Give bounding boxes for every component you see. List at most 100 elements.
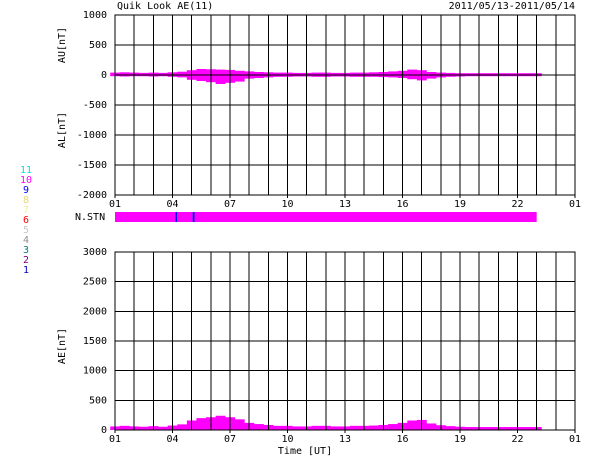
data-bar (158, 426, 169, 430)
station-legend-label: 5 (23, 225, 29, 236)
y-axis-label: AE[nT] (57, 328, 68, 364)
x-tick-label: 19 (454, 434, 466, 445)
data-bar (215, 415, 226, 430)
y-tick-label: 2500 (83, 277, 107, 288)
data-bar (292, 75, 303, 77)
strip-label: N.STN (75, 212, 105, 223)
data-bar (522, 427, 533, 430)
y-tick-label: 500 (89, 40, 107, 51)
data-bar (253, 424, 264, 430)
station-count-segment (175, 212, 178, 222)
data-bar (483, 75, 494, 77)
data-bar (407, 69, 418, 75)
x-tick-label: 01 (109, 199, 121, 210)
data-bar (196, 69, 207, 75)
data-bar (177, 424, 188, 430)
station-legend-label: 10 (20, 175, 32, 186)
station-legend-label: 2 (23, 255, 29, 266)
y-tick-label: -2000 (77, 190, 107, 201)
data-bar (273, 425, 284, 430)
data-bar (388, 71, 399, 75)
station-legend-label: 11 (20, 165, 32, 176)
data-bar (330, 75, 341, 77)
y-tick-label: 0 (101, 425, 107, 436)
y-tick-label: 500 (89, 395, 107, 406)
data-bar (445, 426, 456, 430)
x-tick-label: 16 (396, 199, 408, 210)
data-bar (503, 73, 514, 75)
data-bar (273, 72, 284, 75)
station-count-segment (192, 212, 195, 222)
x-tick-label: 01 (569, 434, 581, 445)
data-bar (196, 75, 207, 81)
data-bar (388, 424, 399, 430)
x-tick-label: 13 (339, 199, 351, 210)
station-legend-label: 7 (23, 205, 29, 216)
x-tick-label: 10 (281, 434, 293, 445)
x-tick-label: 10 (281, 199, 293, 210)
data-bar (349, 425, 360, 430)
data-bar (215, 75, 226, 84)
data-bar (464, 75, 475, 77)
x-tick-label: 22 (511, 199, 523, 210)
x-tick-label: 16 (396, 434, 408, 445)
data-bar (445, 75, 456, 77)
data-bar (445, 72, 456, 75)
data-bar (388, 75, 399, 78)
station-legend-label: 6 (23, 215, 29, 226)
data-bar (253, 75, 264, 78)
data-bar (119, 425, 130, 430)
data-bar (407, 420, 418, 430)
y-tick-label: 3000 (83, 247, 107, 258)
data-bar (234, 75, 245, 82)
x-tick-label: 04 (166, 434, 178, 445)
data-bar (292, 72, 303, 75)
x-tick-label: 19 (454, 199, 466, 210)
plot-frame (114, 14, 576, 196)
data-bar (483, 427, 494, 430)
y-tick-label: -500 (83, 100, 107, 111)
data-bar (330, 72, 341, 75)
data-bar (503, 75, 514, 77)
data-bar (426, 75, 437, 79)
x-tick-label: 07 (224, 199, 236, 210)
data-bar (464, 427, 475, 430)
station-count-segment (115, 212, 176, 222)
y-axis-label: AU[nT] (57, 27, 68, 63)
station-legend-label: 4 (23, 235, 29, 246)
x-tick-label: 01 (569, 199, 581, 210)
y-tick-label: -1000 (77, 130, 107, 141)
x-tick-label: 04 (166, 199, 178, 210)
y-tick-label: 2000 (83, 306, 107, 317)
data-bar (177, 75, 188, 78)
data-bar (158, 75, 169, 77)
data-bar (196, 418, 207, 430)
title: Quik Look AE(11) (117, 1, 213, 12)
data-bar (253, 72, 264, 75)
station-count-segment (194, 212, 537, 222)
data-bar (368, 425, 379, 430)
y-tick-label: 1500 (83, 336, 107, 347)
date-range: 2011/05/13-2011/05/14 (449, 1, 575, 12)
data-bar (158, 72, 169, 75)
data-bar (349, 72, 360, 75)
data-bar (138, 72, 149, 75)
data-bar (522, 75, 533, 77)
data-bar (273, 75, 284, 77)
data-bar (464, 73, 475, 75)
data-bar (483, 73, 494, 75)
data-bar (426, 72, 437, 75)
data-bar (349, 75, 360, 77)
x-tick-label: 01 (109, 434, 121, 445)
data-bar (368, 72, 379, 75)
x-axis-label: Time [UT] (278, 446, 332, 457)
station-legend-label: 1 (23, 265, 29, 276)
station-legend-label: 8 (23, 195, 29, 206)
y-tick-label: 1000 (83, 366, 107, 377)
plot-frame (114, 251, 576, 431)
data-bar (177, 71, 188, 75)
data-bar (234, 419, 245, 430)
data-bar (119, 72, 130, 75)
data-bar (138, 426, 149, 430)
data-bar (368, 75, 379, 77)
